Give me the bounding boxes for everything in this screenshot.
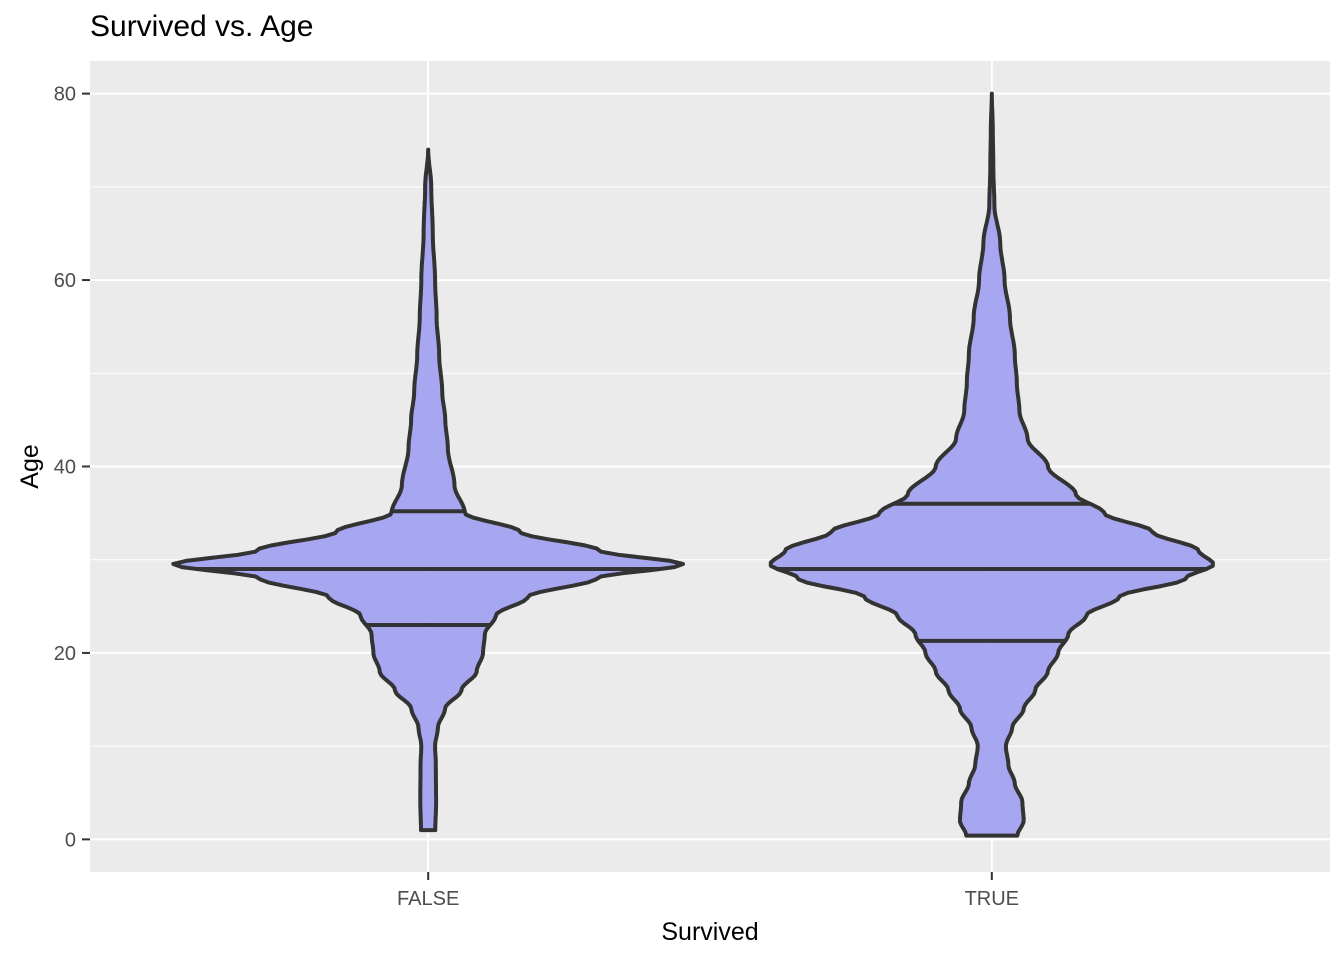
x-tick-label: TRUE: [965, 888, 1019, 910]
violins: [171, 91, 1215, 838]
y-tick-label: 20: [54, 643, 76, 665]
x-axis-title: Survived: [661, 918, 758, 946]
y-axis: 0 20 40 60 80: [54, 84, 90, 851]
y-tick-label: 0: [65, 829, 76, 851]
y-tick-label: 40: [54, 457, 76, 479]
y-tick-label: 80: [54, 84, 76, 106]
chart-title: Survived vs. Age: [90, 10, 314, 43]
y-tick-label: 60: [54, 270, 76, 292]
x-tick-label: FALSE: [397, 888, 459, 910]
x-axis: FALSE TRUE: [397, 872, 1019, 910]
y-axis-title: Age: [16, 444, 44, 488]
violin-true: [768, 91, 1215, 838]
violin-false: [171, 147, 685, 833]
